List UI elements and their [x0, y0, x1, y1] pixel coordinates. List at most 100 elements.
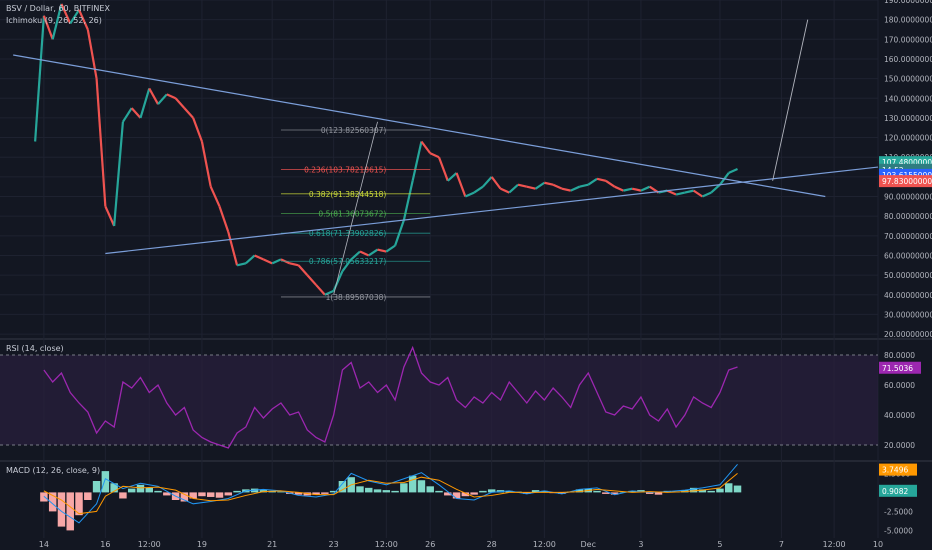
- macd-histogram-bar: [470, 492, 478, 495]
- price-tag: [879, 175, 932, 188]
- price-segment: [377, 248, 387, 253]
- price-segment: [121, 107, 133, 123]
- macd-histogram-bar: [180, 492, 189, 502]
- price-axis-panel: [878, 0, 932, 550]
- rsi-line: [43, 345, 738, 449]
- price-tick-label: 30.00000000: [884, 310, 932, 319]
- macd-histogram-bar: [110, 483, 118, 493]
- macd-histogram-bar: [145, 487, 153, 493]
- time-tick-label: 14: [39, 540, 49, 549]
- price-segment: [614, 185, 624, 192]
- price-segment: [78, 9, 89, 30]
- macd-histogram-bar: [365, 487, 373, 493]
- price-segment: [473, 185, 484, 194]
- price-tick-label: 50.00000000: [884, 271, 932, 280]
- macd-histogram-bar: [321, 492, 329, 494]
- price-segment: [359, 250, 370, 257]
- price-segment: [174, 97, 186, 109]
- fib-level-label: 0.236(103.78218615): [304, 165, 386, 174]
- macd-label: MACD (12, 26, close, 9): [6, 466, 101, 475]
- macd-histogram-bar: [523, 492, 531, 494]
- macd-histogram-bar: [645, 492, 654, 494]
- macd-histogram-bar: [689, 487, 698, 493]
- macd-histogram-bar: [75, 492, 83, 516]
- macd-histogram-bar: [505, 490, 513, 493]
- price-segment: [245, 254, 256, 265]
- macd-histogram-bar: [40, 492, 48, 502]
- time-tick-label: 19: [197, 540, 207, 549]
- price-segment: [623, 187, 633, 192]
- macd-histogram-bar: [66, 492, 74, 531]
- price-segment: [570, 185, 580, 192]
- macd-histogram-bar: [92, 481, 101, 493]
- price-segment: [447, 172, 458, 182]
- time-tick-label: 16: [100, 540, 110, 549]
- price-segment: [218, 205, 230, 233]
- time-tick-label: 7: [779, 540, 784, 549]
- price-segment: [561, 187, 571, 192]
- price-segment: [675, 191, 686, 196]
- macd-histogram-bar: [163, 492, 171, 496]
- price-segment: [183, 107, 194, 119]
- macd-histogram-bar: [382, 490, 391, 493]
- macd-histogram-bar: [531, 490, 540, 493]
- macd-histogram-bar: [593, 490, 601, 493]
- macd-histogram-bar: [215, 492, 224, 498]
- price-segment: [455, 172, 467, 197]
- price-tick-label: 40.00000000: [884, 291, 932, 300]
- rsi-tick-label: 80.0000: [884, 351, 915, 360]
- macd-histogram-bar: [127, 488, 136, 493]
- macd-histogram-bar: [233, 490, 241, 493]
- price-segment: [51, 3, 63, 40]
- price-segment: [192, 117, 203, 142]
- price-segment: [289, 262, 299, 267]
- price-segment: [271, 258, 282, 265]
- price-tick-label: 130.00000000: [884, 114, 932, 123]
- fib-anchor-line: [333, 121, 378, 295]
- macd-histogram-bar: [101, 471, 110, 493]
- price-segment: [587, 177, 598, 186]
- price-segment: [69, 9, 80, 25]
- symbol-title: BSV / Dollar, 60, BITFINEX: [6, 4, 110, 13]
- macd-histogram-bar: [487, 489, 496, 493]
- price-segment: [200, 141, 212, 187]
- macd-histogram-bar: [654, 492, 663, 495]
- price-segment: [666, 189, 677, 196]
- price-tick-label: 190.00000000: [884, 0, 932, 5]
- macd-histogram-bar: [408, 475, 417, 493]
- time-tick-label: 23: [329, 540, 339, 549]
- ascending-trendline: [105, 166, 879, 255]
- price-segment: [701, 191, 712, 198]
- macd-current-tag: [879, 484, 917, 497]
- price-segment: [350, 250, 361, 261]
- price-segment: [166, 93, 177, 100]
- macd-histogram-bar: [189, 492, 197, 499]
- rsi-current-tag: [879, 361, 921, 374]
- price-tag-label: 97.83000000: [882, 177, 932, 186]
- price-tick-label: 170.00000000: [884, 35, 932, 44]
- rsi-label: RSI (14, close): [6, 344, 64, 353]
- price-segment: [482, 176, 493, 188]
- time-tick-label: 21: [267, 540, 277, 549]
- time-tick-label: Dec: [581, 540, 596, 549]
- descending-trendline: [13, 54, 826, 198]
- price-segment: [113, 121, 125, 227]
- price-segment: [332, 270, 344, 292]
- fib-level-label: 0(123.82560307): [321, 126, 387, 135]
- macd-histogram-bar: [716, 488, 724, 493]
- macd-histogram-bar: [224, 492, 233, 496]
- price-segment: [411, 141, 423, 182]
- price-tag-label: 107.48000000: [882, 158, 932, 167]
- macd-histogram-bar: [154, 490, 162, 493]
- price-segment: [306, 274, 317, 286]
- price-tick-label: 180.00000000: [884, 16, 932, 25]
- projection-line: [772, 19, 809, 181]
- macd-histogram-bar: [602, 492, 610, 494]
- macd-histogram-bar: [461, 492, 470, 497]
- time-tick-label: 26: [425, 540, 435, 549]
- price-segment: [420, 140, 432, 154]
- macd-histogram-bar: [435, 490, 443, 493]
- macd-header: MACD (12, 26, close, 9): [6, 466, 104, 475]
- time-tick-label: 10: [873, 540, 883, 549]
